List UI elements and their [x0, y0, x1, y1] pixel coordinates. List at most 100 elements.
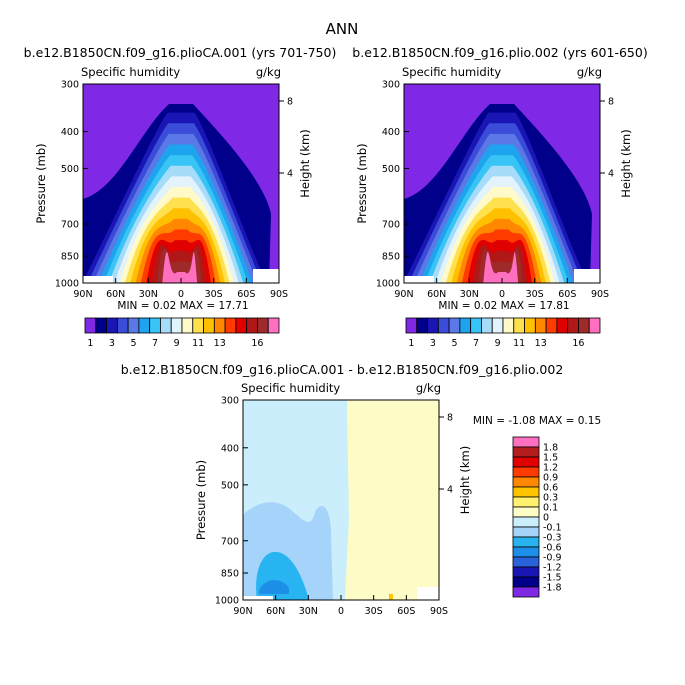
x-tick-label: 30N [460, 289, 479, 300]
colorbar-box [481, 317, 493, 334]
missing-data-mask [243, 596, 273, 600]
y-tick-label: 400 [61, 127, 79, 138]
height-tick-label: 8 [287, 97, 293, 108]
colorbar-box [470, 317, 482, 334]
y-tick-label: 850 [61, 252, 79, 263]
height-tick-label: 8 [608, 97, 614, 108]
colorbar-box [267, 317, 280, 334]
colorbar-box [448, 317, 461, 334]
y-tick-label: 500 [61, 164, 79, 175]
y-tick-label: 300 [61, 80, 79, 91]
colorbar-label: -1.8 [543, 583, 562, 594]
colorbar-label: 1 [87, 338, 93, 349]
colorbar-box [127, 317, 140, 334]
colorbar-box [512, 496, 540, 508]
y-tick-label: 1000 [55, 279, 79, 290]
colorbar-box [512, 546, 540, 558]
x-tick-label: 90N [394, 289, 413, 300]
y-tick-label: 500 [382, 164, 400, 175]
stats-label: MIN = 0.02 MAX = 17.71 [117, 300, 248, 312]
colorbar-box [512, 516, 540, 528]
missing-data-mask [417, 587, 439, 600]
colorbar-box [224, 317, 237, 334]
colorbar-box [513, 317, 525, 334]
colorbar-box [405, 317, 418, 334]
colorbar-box [512, 506, 540, 518]
colorbar-label: -0.6 [543, 543, 562, 554]
colorbar-label: 7 [152, 338, 158, 349]
contour-level-fill [277, 84, 279, 86]
colorbar-label: 11 [192, 338, 204, 349]
variable-label: Specific humidity [241, 381, 340, 395]
x-tick-label: 30S [526, 289, 544, 300]
colorbar-box [459, 317, 472, 334]
colorbar-box [524, 317, 536, 334]
height-tick-label: 4 [447, 485, 453, 496]
y-axis-label: Pressure (mb) [355, 143, 369, 223]
colorbar-box [512, 556, 540, 568]
colorbar-box [545, 317, 558, 334]
x-tick-label: 90S [591, 289, 609, 300]
panel-difference: b.e12.B1850CN.f09_g16.plioCA.001 - b.e12… [121, 362, 601, 617]
colorbar-box [512, 456, 540, 468]
y-tick-label: 850 [382, 252, 400, 263]
colorbar-box [257, 317, 269, 334]
colorbar-label: 0.3 [543, 493, 558, 504]
y-tick-label: 300 [221, 396, 239, 407]
x-tick-label: 0 [338, 606, 344, 617]
y-tick-label: 700 [221, 536, 239, 547]
units-label: g/kg [256, 65, 281, 79]
colorbar-box [567, 317, 579, 334]
colorbar-label: 7 [473, 338, 479, 349]
variable-label: Specific humidity [81, 65, 180, 79]
y-tick-label: 1000 [376, 279, 400, 290]
height-tick-label: 4 [608, 169, 614, 180]
colorbar-box [160, 317, 172, 334]
colorbar-label: 0.1 [543, 503, 558, 514]
stats-label: MIN = 0.02 MAX = 17.81 [438, 300, 569, 312]
colorbar-label: 0.9 [543, 473, 558, 484]
colorbar-label: -1.5 [543, 573, 562, 584]
colorbar-box [181, 317, 194, 334]
panel-title: b.e12.B1850CN.f09_g16.plio.002 (yrs 601-… [352, 45, 647, 60]
height-tick-label: 8 [447, 413, 453, 424]
colorbar-box [213, 317, 226, 334]
x-tick-label: 60S [397, 606, 415, 617]
colorbar-box [512, 526, 540, 538]
panel-title: b.e12.B1850CN.f09_g16.plioCA.001 - b.e12… [121, 362, 564, 377]
missing-data-mask [253, 269, 279, 283]
contour-level-fill [389, 594, 393, 600]
x-tick-label: 90N [233, 606, 252, 617]
colorbar-label: 1 [408, 338, 414, 349]
colorbar-box [512, 586, 540, 598]
y-tick-label: 850 [221, 569, 239, 580]
colorbar-box [138, 317, 151, 334]
colorbar-box [246, 317, 258, 334]
colorbar-label: 1.8 [543, 443, 558, 454]
colorbar-box [192, 317, 204, 334]
colorbar-label: 0.6 [543, 483, 558, 494]
colorbar-label: 1.5 [543, 453, 558, 464]
colorbar-box [427, 317, 439, 334]
colorbar-box [235, 317, 248, 334]
colorbar-box [512, 476, 540, 488]
y-tick-label: 400 [382, 127, 400, 138]
x-tick-label: 60S [558, 289, 576, 300]
missing-data-mask [404, 276, 434, 283]
x-tick-label: 30N [139, 289, 158, 300]
colorbar-box [84, 317, 97, 334]
x-tick-label: 90N [73, 289, 92, 300]
colorbar-label: 16 [251, 338, 263, 349]
colorbar-box [512, 436, 540, 448]
y-tick-label: 500 [221, 480, 239, 491]
colorbar-box [512, 536, 540, 548]
x-tick-label: 0 [178, 289, 184, 300]
colorbar-label: -0.9 [543, 553, 562, 564]
colorbar-box [578, 317, 590, 334]
variable-label: Specific humidity [402, 65, 501, 79]
colorbar-box [416, 317, 428, 334]
contour-level-fill [259, 579, 289, 594]
colorbar-box [512, 446, 540, 458]
colorbar-label: 11 [513, 338, 525, 349]
